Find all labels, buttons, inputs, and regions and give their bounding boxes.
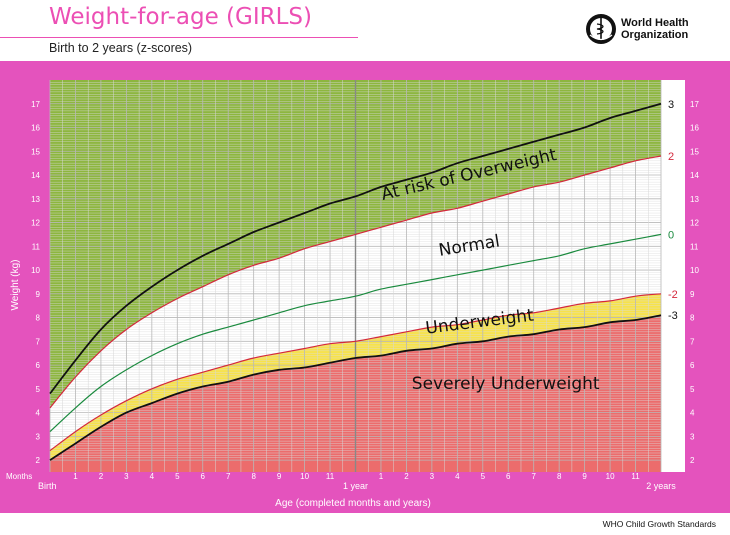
y-tick-label-left: 7 bbox=[36, 337, 41, 346]
logo-line-1: World Health bbox=[621, 17, 689, 29]
x-tick-label: 1 bbox=[73, 472, 78, 481]
curve-z-minus-2 bbox=[49, 293, 662, 452]
y-tick-label-left: 3 bbox=[36, 432, 41, 441]
y-tick-label-left: 9 bbox=[36, 290, 41, 299]
curve-end-label: -3 bbox=[668, 310, 678, 322]
footer-source: WHO Child Growth Standards bbox=[602, 519, 716, 529]
y-tick-label-left: 6 bbox=[36, 361, 41, 370]
x-tick-label: 5 bbox=[481, 472, 486, 481]
label-strip bbox=[661, 80, 685, 472]
x-tick-label: 5 bbox=[175, 472, 180, 481]
x-tick-label: 8 bbox=[251, 472, 256, 481]
curve-end-label: 0 bbox=[668, 229, 674, 241]
y-tick-label-right: 6 bbox=[690, 361, 695, 370]
y-tick-label-right: 12 bbox=[690, 219, 699, 228]
y-tick-label-right: 13 bbox=[690, 195, 699, 204]
x-tick-label: 3 bbox=[124, 472, 129, 481]
y-tick-label-left: 11 bbox=[32, 242, 41, 251]
x-tick-label: 7 bbox=[531, 472, 536, 481]
y-tick-label-left: 15 bbox=[31, 147, 40, 156]
y-tick-label-right: 15 bbox=[690, 147, 699, 156]
x-tick-label: 6 bbox=[201, 472, 206, 481]
x-tick-label: 10 bbox=[606, 472, 615, 481]
x-axis-label: Age (completed months and years) bbox=[275, 498, 431, 509]
y-tick-label-right: 7 bbox=[690, 337, 695, 346]
y-tick-label-left: 12 bbox=[31, 219, 40, 228]
curve-z-3 bbox=[49, 102, 662, 395]
title-underline bbox=[0, 37, 358, 38]
y-tick-label-left: 2 bbox=[36, 456, 41, 465]
x-tick-label: 4 bbox=[455, 472, 460, 481]
x-tick-label: 1 bbox=[379, 472, 384, 481]
y-tick-label-right: 11 bbox=[690, 242, 699, 251]
x-tick-label: 11 bbox=[326, 472, 335, 481]
zone-label-3: Severely Underweight bbox=[412, 374, 600, 394]
x-tick-label: 2 bbox=[404, 472, 409, 481]
x-tick-label: 8 bbox=[557, 472, 562, 481]
growth-chart: At risk of OverweightNormalUnderweightSe… bbox=[0, 61, 730, 513]
x-tick-label: 6 bbox=[506, 472, 511, 481]
y-axis-label: Weight (kg) bbox=[10, 260, 21, 311]
curve-z-minus-3 bbox=[49, 314, 662, 461]
x-tick-label: 4 bbox=[150, 472, 155, 481]
x-tick-label: 1 year bbox=[343, 481, 368, 491]
y-tick-label-right: 17 bbox=[690, 100, 699, 109]
who-emblem-icon bbox=[586, 14, 616, 44]
x-tick-label: Birth bbox=[38, 481, 57, 491]
chart-panel: At risk of Overweight Normal Underweight Se… bbox=[0, 61, 730, 518]
y-tick-label-right: 5 bbox=[690, 385, 695, 394]
y-tick-label-right: 4 bbox=[690, 409, 695, 418]
x-unit-label: Months bbox=[6, 472, 32, 481]
x-tick-label: 3 bbox=[430, 472, 435, 481]
curve-end-label: 2 bbox=[668, 151, 674, 163]
y-tick-label-left: 16 bbox=[31, 124, 40, 133]
y-tick-label-left: 4 bbox=[36, 409, 41, 418]
logo-line-2: Organization bbox=[621, 29, 689, 41]
curve-z-2 bbox=[49, 155, 662, 409]
x-tick-label: 10 bbox=[300, 472, 309, 481]
x-tick-label: 9 bbox=[277, 472, 282, 481]
curve-z-0 bbox=[49, 233, 662, 433]
y-tick-label-left: 10 bbox=[31, 266, 40, 275]
y-tick-label-left: 5 bbox=[36, 385, 41, 394]
curve-end-label: -2 bbox=[668, 289, 678, 301]
y-tick-label-left: 8 bbox=[36, 314, 41, 323]
y-tick-label-right: 8 bbox=[690, 314, 695, 323]
y-tick-label-right: 16 bbox=[690, 124, 699, 133]
y-tick-label-right: 9 bbox=[690, 290, 695, 299]
y-tick-label-right: 3 bbox=[690, 432, 695, 441]
y-tick-label-right: 14 bbox=[690, 171, 699, 180]
x-tick-label: 11 bbox=[631, 472, 640, 481]
y-tick-label-left: 14 bbox=[31, 171, 40, 180]
x-tick-label: 9 bbox=[582, 472, 587, 481]
y-tick-label-left: 17 bbox=[31, 100, 40, 109]
curve-end-label: 3 bbox=[668, 99, 674, 111]
chart-subtitle: Birth to 2 years (z-scores) bbox=[49, 41, 193, 55]
y-tick-label-right: 2 bbox=[690, 456, 695, 465]
y-tick-label-left: 13 bbox=[31, 195, 40, 204]
x-tick-label: 2 bbox=[99, 472, 104, 481]
x-tick-label: 7 bbox=[226, 472, 231, 481]
who-logo: World Health Organization bbox=[585, 13, 689, 45]
x-tick-label: 2 years bbox=[646, 481, 676, 491]
chart-title: Weight-for-age (GIRLS) bbox=[49, 4, 312, 30]
y-tick-label-right: 10 bbox=[690, 266, 699, 275]
